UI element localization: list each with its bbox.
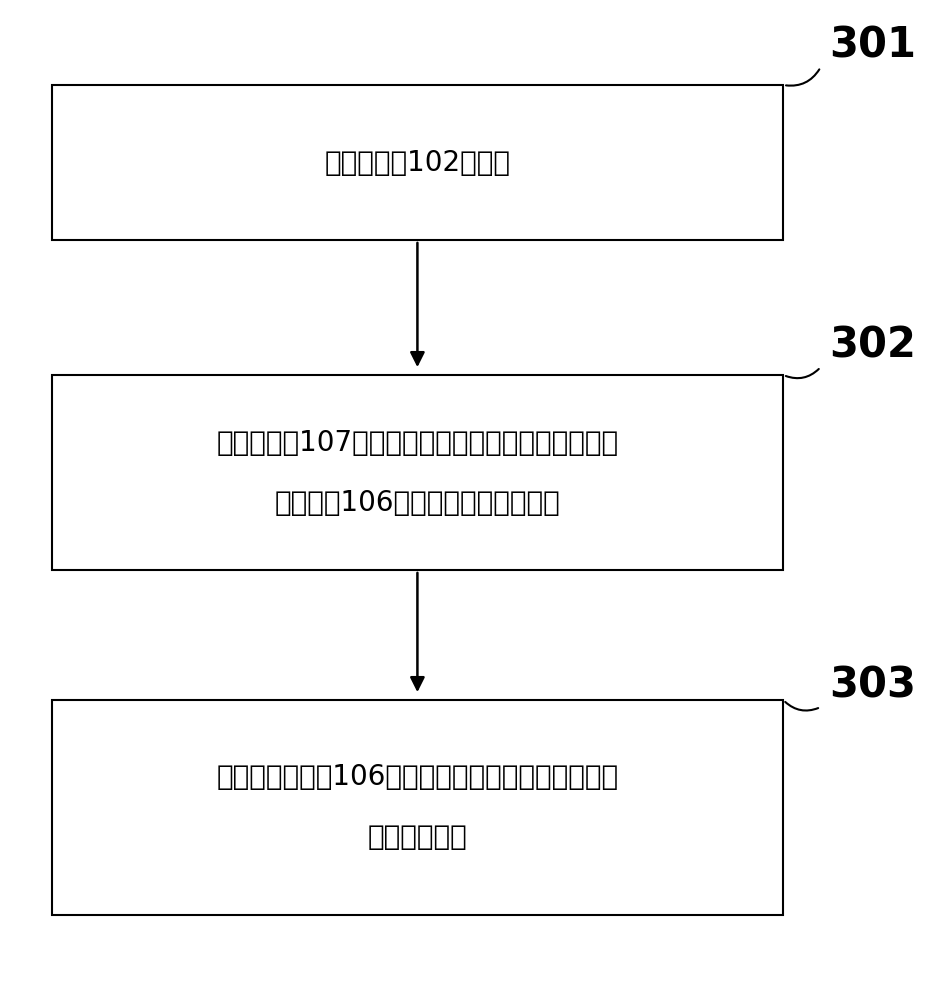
Bar	[52, 700, 783, 915]
Bar	[52, 85, 783, 240]
Text: 302: 302	[829, 324, 915, 366]
Text: 根据光电探测器106输出的光电流的电流值，计算片: 根据光电探测器106输出的光电流的电流值，计算片	[217, 764, 618, 792]
Text: 调节加热器107的偏置电压，测量不同偏置电压下光: 调节加热器107的偏置电压，测量不同偏置电压下光	[217, 428, 618, 456]
Text: 向光耦合器102照射光: 向光耦合器102照射光	[325, 148, 510, 176]
Text: 301: 301	[829, 24, 915, 66]
Text: 电探测器106输出的光电流的电流值: 电探测器106输出的光电流的电流值	[275, 489, 560, 517]
Text: 上波导的损耗: 上波导的损耗	[368, 824, 467, 852]
Bar	[52, 375, 783, 570]
Text: 303: 303	[829, 664, 915, 706]
